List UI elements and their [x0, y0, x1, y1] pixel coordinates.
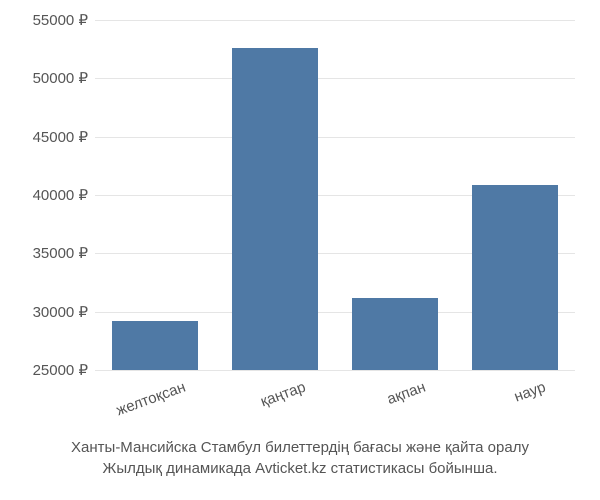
x-tick-label: қаңтар	[189, 379, 308, 436]
y-tick-label: 50000 ₽	[8, 69, 88, 87]
price-bar-chart: 25000 ₽ 30000 ₽ 35000 ₽ 40000 ₽ 45000 ₽ 50000…	[0, 0, 600, 500]
y-tick-label: 25000 ₽	[8, 361, 88, 379]
x-tick-label: желтоқсан	[69, 379, 188, 436]
x-tick-label: наур	[429, 379, 548, 436]
gridline	[95, 78, 575, 79]
y-tick-label: 35000 ₽	[8, 244, 88, 262]
y-tick-label: 30000 ₽	[8, 303, 88, 321]
gridline	[95, 370, 575, 371]
y-tick-label: 55000 ₽	[8, 11, 88, 29]
y-tick-label: 45000 ₽	[8, 128, 88, 146]
caption-line-2: Жылдық динамикада Avticket.kz статистика…	[0, 459, 600, 479]
x-tick-label: ақпан	[309, 379, 428, 436]
bar	[112, 321, 198, 370]
bar	[352, 298, 438, 370]
caption-line-1: Ханты-Мансийска Стамбул билеттердің баға…	[0, 438, 600, 458]
plot-area	[95, 20, 575, 370]
gridline	[95, 20, 575, 21]
gridline	[95, 137, 575, 138]
bar	[472, 185, 558, 371]
bar	[232, 48, 318, 370]
y-tick-label: 40000 ₽	[8, 186, 88, 204]
